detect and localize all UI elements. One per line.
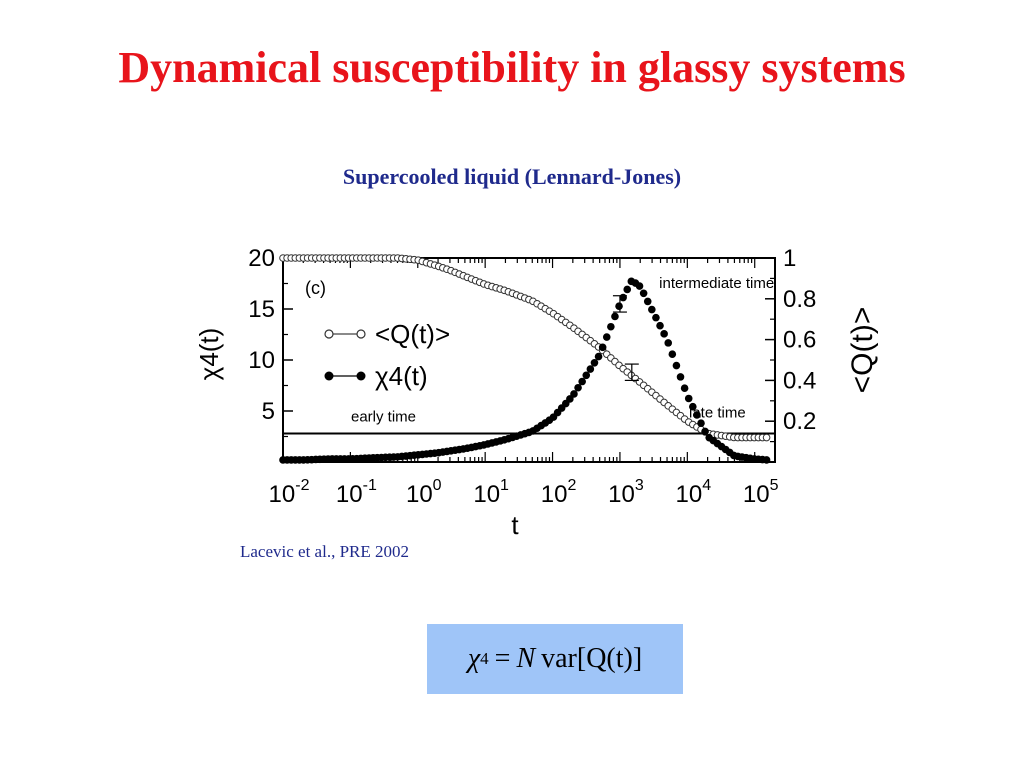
x-tick-label: 10-1: [336, 477, 377, 508]
formula-chi: χ: [467, 643, 481, 674]
x-tick-label: 103: [608, 477, 644, 508]
y-left-tick-label: 15: [248, 296, 275, 323]
x-tick-label: 100: [406, 477, 442, 508]
chi4-point: [602, 333, 611, 341]
x-axis-title: t: [511, 510, 519, 540]
x-tick-label: 101: [473, 477, 509, 508]
annotation-intermediate-time: intermediate time: [659, 275, 774, 292]
chi4-point: [639, 289, 648, 298]
labels-layer: 10-2 10-1 100 101 102 103 104 105201510510.80.6…: [194, 245, 879, 540]
formula-equals: =: [494, 643, 511, 674]
chart-subtitle: Supercooled liquid (Lennard-Jones): [342, 164, 682, 189]
legend-chi4-marker: [356, 371, 366, 381]
chi4-point: [672, 361, 681, 370]
chi4-point: [611, 312, 619, 321]
chi4-point: [590, 359, 599, 367]
y-right-axis-title: <Q(t)>: [846, 307, 879, 394]
y-left-tick-label: 20: [248, 245, 275, 272]
chi4-point: [643, 297, 652, 306]
x-tick-label: 104: [676, 477, 712, 508]
chi4-point: [676, 373, 685, 381]
legend-q-marker: [324, 329, 334, 339]
y-left-tick-label: 10: [248, 347, 275, 374]
chi4-point: [656, 321, 664, 330]
legend-chi4-marker: [324, 371, 334, 381]
chi4-point: [582, 371, 591, 380]
y-right-tick-label: 0.4: [783, 367, 816, 394]
x-tick-label: 10-2: [269, 477, 310, 508]
chi4-point: [607, 322, 615, 331]
chi4-point: [648, 305, 656, 314]
annotation-early-time: early time: [351, 408, 416, 425]
chi4-point: [578, 377, 586, 386]
chi4-point: [623, 285, 632, 294]
y-right-tick-label: 1: [783, 245, 796, 272]
chi4-point: [586, 365, 595, 373]
chi4-point: [574, 383, 582, 392]
x-tick-label: 105: [743, 477, 779, 508]
chi4-point: [566, 395, 574, 403]
y-left-tick-label: 5: [262, 398, 275, 425]
legend-q-marker: [356, 329, 366, 339]
panel-label: (c): [305, 278, 326, 298]
chi4-point: [652, 313, 660, 322]
chi4-point: [598, 343, 607, 352]
chi4-point: [635, 282, 644, 290]
legend-chi4-label: χ4(t): [375, 361, 428, 391]
chi4-point: [680, 384, 689, 393]
formula-variance: var[Q(t)]: [541, 643, 643, 674]
chi4-point: [615, 302, 623, 310]
chi4-point: [762, 456, 771, 464]
citation: Lacevic et al., PRE 2002: [240, 542, 410, 561]
legend-q-label: <Q(t)>: [375, 319, 450, 349]
susceptibility-chart: 10-2 10-1 100 101 102 103 104 105201510510.80.6…: [194, 245, 879, 540]
q-point: [762, 433, 771, 442]
y-right-tick-label: 0.6: [783, 327, 816, 354]
y-right-tick-label: 0.8: [783, 286, 816, 313]
chi4-point: [668, 350, 677, 359]
chi4-point: [660, 330, 668, 338]
chi4-point: [701, 427, 709, 436]
annotation-late-time: late time: [689, 404, 746, 421]
marks-layer: [279, 254, 775, 464]
chi4-point: [697, 419, 705, 428]
slide-title: Dynamical susceptibility in glassy syste…: [118, 43, 906, 92]
formula-chi-subscript: 4: [480, 649, 489, 668]
y-right-tick-label: 0.2: [783, 408, 816, 435]
chi4-point: [693, 411, 701, 419]
chi4-point: [594, 352, 603, 361]
chi4-point: [570, 390, 578, 398]
x-tick-label: 102: [541, 477, 577, 508]
formula-N: N: [516, 643, 536, 674]
chi4-point: [664, 339, 673, 347]
y-left-axis-title: χ4(t): [194, 328, 224, 381]
chi4-point: [684, 394, 693, 403]
chi4-point: [689, 402, 697, 411]
